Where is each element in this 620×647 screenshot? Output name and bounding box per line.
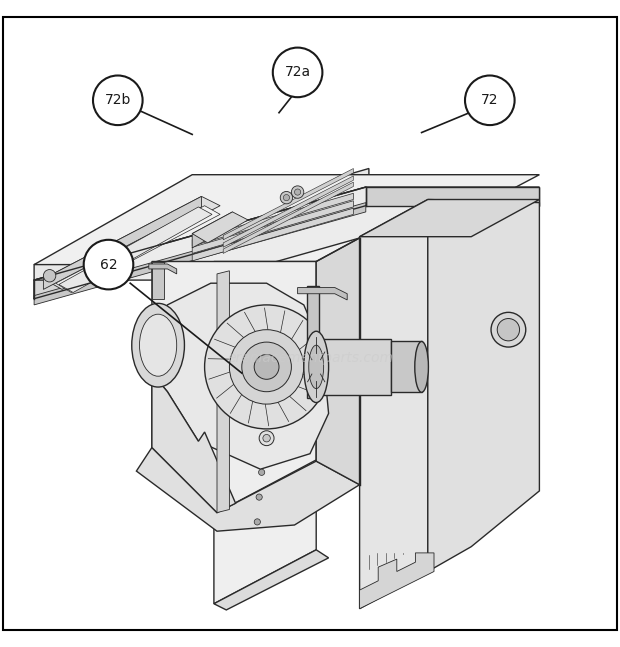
Circle shape	[491, 313, 526, 347]
Polygon shape	[59, 207, 212, 292]
Ellipse shape	[415, 342, 428, 392]
Polygon shape	[34, 187, 539, 280]
Polygon shape	[136, 448, 360, 531]
Polygon shape	[34, 168, 369, 299]
Polygon shape	[298, 287, 347, 300]
Polygon shape	[316, 238, 360, 485]
Polygon shape	[149, 264, 177, 274]
Polygon shape	[43, 197, 202, 289]
Polygon shape	[223, 168, 353, 240]
Ellipse shape	[205, 305, 329, 429]
Circle shape	[84, 240, 133, 289]
Text: ereplacementparts.com: ereplacementparts.com	[227, 351, 393, 365]
Polygon shape	[366, 187, 539, 206]
Polygon shape	[360, 199, 539, 237]
Polygon shape	[316, 339, 391, 395]
Circle shape	[259, 469, 265, 476]
Polygon shape	[360, 199, 428, 609]
Circle shape	[242, 342, 291, 391]
Text: 62: 62	[100, 258, 117, 272]
Ellipse shape	[304, 331, 329, 402]
Polygon shape	[34, 175, 539, 265]
Circle shape	[280, 192, 293, 204]
Polygon shape	[152, 373, 236, 512]
Polygon shape	[34, 187, 366, 299]
Polygon shape	[192, 212, 248, 243]
Polygon shape	[192, 208, 353, 261]
Polygon shape	[214, 550, 329, 610]
Polygon shape	[192, 212, 232, 248]
Circle shape	[256, 494, 262, 500]
Polygon shape	[366, 187, 539, 206]
Polygon shape	[149, 283, 329, 469]
Polygon shape	[192, 193, 353, 246]
Ellipse shape	[131, 303, 185, 387]
Text: 72b: 72b	[105, 93, 131, 107]
Polygon shape	[34, 203, 366, 305]
Ellipse shape	[308, 339, 325, 395]
Circle shape	[254, 519, 260, 525]
Text: 72a: 72a	[285, 65, 311, 80]
Polygon shape	[152, 261, 164, 299]
Circle shape	[93, 76, 143, 125]
Circle shape	[273, 48, 322, 97]
Circle shape	[263, 435, 270, 442]
Circle shape	[229, 330, 304, 404]
Polygon shape	[217, 271, 229, 512]
Circle shape	[465, 76, 515, 125]
Circle shape	[259, 431, 274, 446]
Polygon shape	[214, 261, 316, 604]
Polygon shape	[223, 182, 353, 254]
Polygon shape	[360, 553, 434, 609]
Ellipse shape	[140, 314, 177, 376]
Circle shape	[43, 270, 56, 282]
Circle shape	[254, 355, 279, 379]
Text: 72: 72	[481, 93, 498, 107]
Polygon shape	[43, 197, 220, 289]
Polygon shape	[56, 206, 220, 292]
Polygon shape	[428, 199, 539, 571]
Polygon shape	[192, 201, 353, 254]
Polygon shape	[307, 287, 319, 398]
Polygon shape	[391, 341, 422, 391]
Polygon shape	[152, 261, 316, 512]
Circle shape	[294, 189, 301, 195]
Circle shape	[291, 186, 304, 198]
Ellipse shape	[309, 345, 324, 389]
Polygon shape	[223, 176, 353, 247]
Circle shape	[283, 195, 290, 201]
Circle shape	[497, 318, 520, 341]
